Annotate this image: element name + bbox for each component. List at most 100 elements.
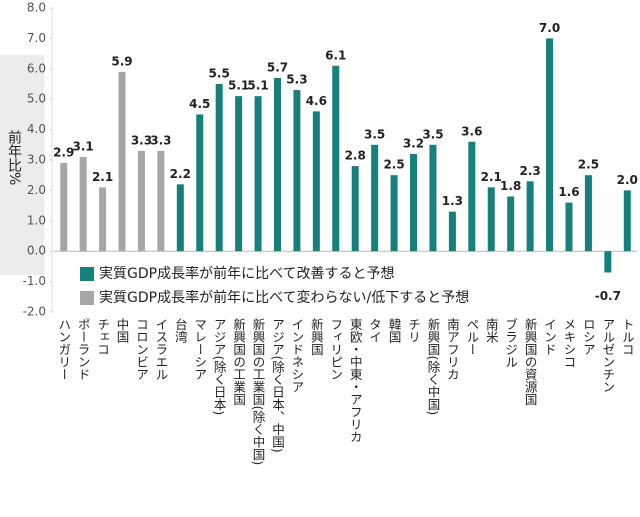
value-label: 2.5 bbox=[578, 158, 599, 172]
bar bbox=[526, 181, 534, 252]
bar bbox=[215, 84, 223, 252]
bar bbox=[371, 144, 379, 252]
y-tick-label: 2.0 bbox=[27, 183, 46, 197]
bar bbox=[312, 111, 320, 252]
value-label: 5.9 bbox=[111, 54, 132, 68]
value-label: 3.6 bbox=[461, 124, 482, 138]
value-label: 4.6 bbox=[306, 94, 327, 108]
value-label: -0.7 bbox=[595, 289, 621, 303]
x-tick-label: トルコ bbox=[620, 318, 635, 356]
x-tick-label: インド bbox=[542, 318, 557, 356]
x-tick-label: 新興国の資源国 bbox=[523, 317, 538, 406]
bar bbox=[176, 184, 184, 252]
value-label: 2.5 bbox=[383, 158, 404, 172]
value-label: 5.3 bbox=[286, 73, 307, 87]
value-label: 5.7 bbox=[267, 60, 288, 74]
bar bbox=[293, 90, 301, 252]
x-tick-label: 中国 bbox=[115, 317, 130, 343]
bar bbox=[332, 65, 340, 252]
value-label: 2.0 bbox=[617, 173, 638, 187]
bar bbox=[196, 114, 204, 252]
y-tick-label: 7.0 bbox=[27, 31, 46, 45]
x-tick-label: アジア(除く日本) bbox=[212, 318, 227, 415]
value-label: 1.8 bbox=[500, 179, 521, 193]
x-tick-label: フィリピン bbox=[328, 318, 343, 381]
bar bbox=[390, 175, 398, 252]
bar bbox=[79, 156, 87, 252]
x-tick-label: 韓国 bbox=[387, 318, 402, 343]
x-tick-label: 新興国(除く中国) bbox=[425, 317, 440, 415]
y-tick-label: 5.0 bbox=[27, 92, 46, 106]
bar bbox=[273, 77, 281, 252]
x-tick-label: アジア(除く日本、中国) bbox=[270, 318, 285, 453]
bar bbox=[118, 71, 126, 252]
value-label: 3.3 bbox=[131, 133, 152, 147]
bar bbox=[468, 141, 476, 252]
y-tick-label: 0.0 bbox=[27, 244, 46, 258]
x-tick-label: 南米 bbox=[484, 317, 499, 343]
y-axis-label: 前年比% bbox=[6, 129, 22, 185]
value-label: 1.6 bbox=[558, 185, 579, 199]
value-label: 3.3 bbox=[150, 133, 171, 147]
legend-label: 実質GDP成長率が前年に比べて改善すると予想 bbox=[99, 265, 395, 282]
x-tick-label: メキシコ bbox=[561, 318, 576, 368]
x-tick-label: ポーランド bbox=[76, 318, 91, 381]
x-tick-label: イスラエル bbox=[153, 318, 168, 381]
value-label: 6.1 bbox=[325, 48, 346, 62]
x-tick-label: 南アフリカ bbox=[445, 317, 460, 381]
value-label: 5.5 bbox=[209, 67, 230, 81]
value-label: 2.1 bbox=[92, 170, 113, 184]
bar bbox=[99, 187, 107, 252]
y-tick-label: -1.0 bbox=[23, 274, 46, 288]
value-label: 7.0 bbox=[539, 21, 560, 35]
bar bbox=[351, 166, 359, 252]
bar bbox=[507, 196, 515, 252]
legend-swatch bbox=[80, 267, 94, 281]
x-tick-label: インドネシア bbox=[289, 318, 304, 393]
legend-swatch bbox=[80, 291, 94, 305]
bar bbox=[235, 96, 243, 252]
value-label: 2.1 bbox=[481, 170, 502, 184]
x-tick-label: ペルー bbox=[464, 318, 479, 356]
y-tick-label: 4.0 bbox=[27, 122, 46, 136]
bar bbox=[429, 144, 437, 252]
y-tick-label: 3.0 bbox=[27, 153, 46, 167]
y-tick-label: 1.0 bbox=[27, 213, 46, 227]
x-tick-label: アルゼンチン bbox=[600, 318, 615, 393]
bar bbox=[604, 251, 612, 273]
bar bbox=[410, 153, 418, 252]
value-label: 3.2 bbox=[403, 136, 424, 150]
bar bbox=[157, 150, 165, 252]
bar bbox=[60, 163, 68, 252]
x-tick-label: チェコ bbox=[95, 318, 110, 356]
value-label: 3.5 bbox=[422, 127, 443, 141]
value-label: 2.8 bbox=[345, 149, 366, 163]
x-tick-label: ロシア bbox=[581, 318, 596, 356]
x-tick-label: 台湾 bbox=[173, 317, 188, 344]
x-tick-label: 新興国の工業国 bbox=[231, 317, 246, 406]
bar bbox=[448, 211, 456, 252]
x-tick-label: 新興国の工業国(除く中国) bbox=[251, 317, 266, 465]
x-tick-label: ブラジル bbox=[503, 317, 518, 368]
value-label: 5.1 bbox=[247, 79, 268, 93]
x-tick-label: マレーシア bbox=[192, 318, 207, 381]
y-tick-label: 6.0 bbox=[27, 61, 46, 75]
value-label: 4.5 bbox=[189, 97, 210, 111]
value-label: 2.3 bbox=[519, 164, 540, 178]
x-tick-label: 東欧・中東・アフリカ bbox=[348, 318, 363, 443]
bar bbox=[546, 38, 554, 252]
x-tick-label: コロンビア bbox=[134, 318, 149, 381]
bar bbox=[487, 187, 495, 252]
y-tick-label: 8.0 bbox=[27, 1, 46, 15]
legend-label: 実質GDP成長率が前年に比べて変わらない/低下すると予想 bbox=[99, 289, 469, 306]
bar bbox=[623, 190, 631, 252]
bar bbox=[565, 202, 573, 252]
x-tick-label: ハンガリー bbox=[56, 318, 71, 381]
bar bbox=[254, 96, 262, 252]
value-label: 1.3 bbox=[442, 194, 463, 208]
value-label: 2.9 bbox=[53, 146, 74, 160]
x-tick-label: 新興国 bbox=[309, 317, 324, 356]
value-label: 5.1 bbox=[228, 79, 249, 93]
value-label: 2.2 bbox=[170, 167, 191, 181]
